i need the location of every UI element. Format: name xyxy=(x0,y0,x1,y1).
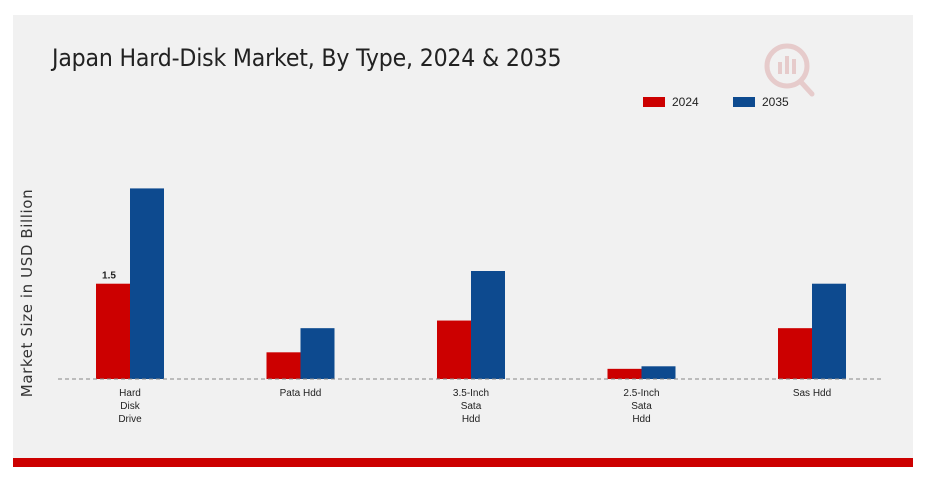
bar-2024-pata-hdd xyxy=(266,352,301,379)
chart-title: Japan Hard-Disk Market, By Type, 2024 & … xyxy=(52,44,562,72)
legend-label-2035: 2035 xyxy=(762,95,789,109)
bar-2035-pata-hdd xyxy=(300,328,335,379)
x-tick-label-2-5-inch-sata-hdd-line-1: 2.5-Inch xyxy=(623,388,659,399)
watermark-logo xyxy=(764,43,815,97)
x-tick-label-3-5-inch-sata-hdd-line-2: Sata xyxy=(461,401,482,412)
bar-2035-sas-hdd xyxy=(812,283,846,379)
bottom-accent-bar xyxy=(13,458,913,467)
bar-2024-sas-hdd xyxy=(778,328,812,379)
legend-swatch-2035 xyxy=(733,97,755,107)
x-tick-label-2-5-inch-sata-hdd-line-2: Sata xyxy=(631,401,652,412)
legend-swatch-2024 xyxy=(643,97,665,107)
y-axis-label: Market Size in USD Billion xyxy=(18,189,36,397)
x-tick-label-hard-disk-drive-line-3: Drive xyxy=(118,414,142,425)
bar-group: 1.5 xyxy=(96,188,846,379)
bar-2024-hard-disk-drive xyxy=(96,283,130,379)
x-tick-label-3-5-inch-sata-hdd-line-3: Hdd xyxy=(462,414,480,425)
bar-2035-3-5-inch-sata-hdd xyxy=(471,271,505,379)
bar-2024-3-5-inch-sata-hdd xyxy=(437,320,471,379)
x-tick-label-hard-disk-drive-line-2: Disk xyxy=(120,401,140,412)
x-tick-label-pata-hdd: Pata Hdd xyxy=(280,388,322,399)
data-label-2024-hard-disk-drive: 1.5 xyxy=(102,271,116,282)
legend-label-2024: 2024 xyxy=(672,95,699,109)
x-tick-label-hard-disk-drive-line-1: Hard xyxy=(119,388,141,399)
bar-2024-2-5-inch-sata-hdd xyxy=(607,368,642,379)
x-axis-ticks: Hard Disk Drive Pata Hdd 3.5-Inch Sata Hdd 2.5-… xyxy=(118,388,831,425)
x-tick-label-2-5-inch-sata-hdd-line-3: Hdd xyxy=(632,414,650,425)
bar-2035-2-5-inch-sata-hdd xyxy=(641,366,676,379)
x-tick-label-sas-hdd: Sas Hdd xyxy=(793,388,831,399)
chart-legend: 2024 2035 xyxy=(643,95,789,109)
bar-2035-hard-disk-drive xyxy=(130,188,164,379)
x-tick-label-3-5-inch-sata-hdd-line-1: 3.5-Inch xyxy=(453,388,489,399)
